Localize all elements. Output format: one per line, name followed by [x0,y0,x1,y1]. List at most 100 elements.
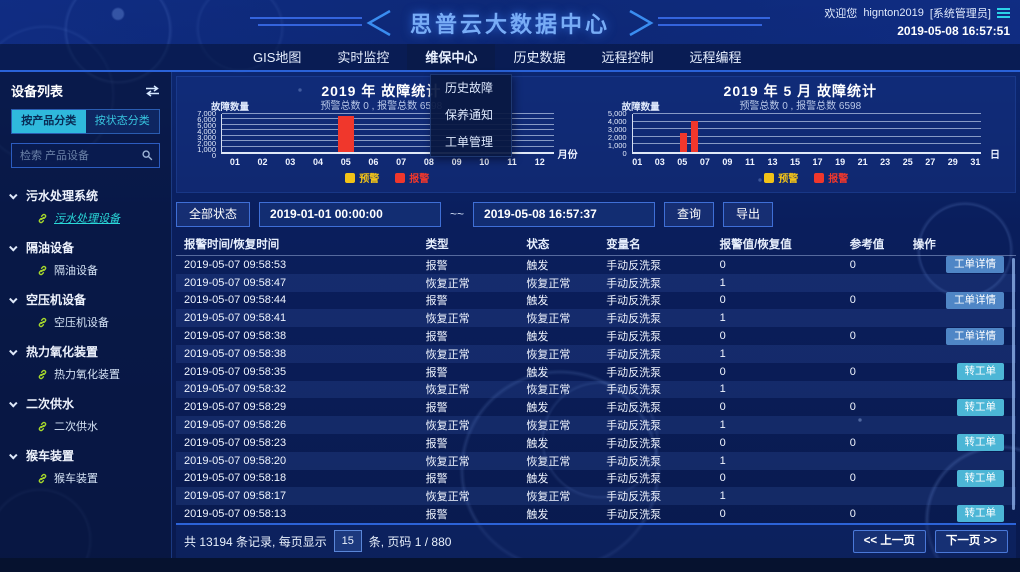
page-size-box[interactable]: 15 [333,530,362,553]
work-order-detail-button[interactable]: 工单详情 [946,256,1004,274]
action-cell: 转工单 [907,434,1016,452]
query-button[interactable]: 查询 [664,201,715,227]
variable-cell: 手动反洗泵 [606,384,662,397]
tree-group-header-monkey-car[interactable]: 猴车装置 [9,444,160,467]
tree-item-sewage-treatment-system[interactable]: 污水处理设备 [37,210,160,226]
nav-item-remote-control[interactable]: 远程控制 [601,50,654,65]
device-tree: 污水处理系统 污水处理设备 隔油设备 隔油设备 空压机设备 空压机设备 热力氧化装置 热力氧化… [9,184,160,486]
bottom-strip [0,558,1020,572]
tree-group-label: 污水处理系统 [26,189,99,203]
status-filter-select[interactable]: 全部状态 [176,201,251,227]
value-cell: 0 [719,436,726,449]
device-search-input[interactable] [11,143,160,168]
action-cell: 工单详情 [907,256,1016,274]
table-scrollbar[interactable] [1012,257,1015,510]
nav-item-historical-data[interactable]: 历史数据 [513,50,566,65]
type-cell: 报警 [425,295,448,308]
nav-item-realtime-monitoring[interactable]: 实时监控 [337,50,390,65]
alarm-time-cell: 2019-05-07 09:58:29 [184,401,287,414]
transfer-work-order-button[interactable]: 转工单 [956,505,1004,523]
transfer-work-order-button[interactable]: 转工单 [956,363,1004,381]
work-order-detail-button[interactable]: 工单详情 [946,291,1004,309]
sidebar-title: 设备列表 [11,84,64,99]
tree-group-label: 隔油设备 [26,241,75,255]
prev-page-button[interactable]: << 上一页 [852,529,926,553]
tree-item-monkey-car[interactable]: 猴车装置 [37,470,160,486]
value-cell: 0 [719,294,726,307]
header-decoration-right [629,10,771,36]
reference-cell: 0 [849,330,856,343]
status-cell: 触发 [526,331,549,344]
variable-cell: 手动反洗泵 [606,473,662,486]
status-cell: 恢复正常 [526,277,571,290]
nav-item-remote-programming[interactable]: 远程编程 [689,50,742,65]
status-cell: 触发 [526,259,549,272]
chart-x-axis-label: 月份 [557,150,578,161]
tree-group-header-air-compressor[interactable]: 空压机设备 [9,288,160,311]
tree-item-secondary-water-supply[interactable]: 二次供水 [37,418,160,434]
value-cell: 1 [719,276,726,289]
column-header: 报警时间/恢复时间 [184,239,280,252]
value-cell: 0 [719,365,726,378]
table-row: 2019-05-07 09:58:35 报警 触发 手动反洗泵 0 0 转工单 [176,363,1016,381]
next-page-button[interactable]: 下一页 >> [934,529,1008,553]
chart-y-axis-label: 故障数量 [211,102,250,113]
tree-item-oil-separator[interactable]: 隔油设备 [37,262,160,278]
action-cell: 工单详情 [907,291,1016,309]
status-cell: 触发 [526,437,549,450]
transfer-work-order-button[interactable]: 转工单 [956,398,1004,416]
swap-icon[interactable] [145,84,160,97]
work-order-detail-button[interactable]: 工单详情 [946,327,1004,345]
type-cell: 报警 [425,473,448,486]
table-row: 2019-05-07 09:58:23 报警 触发 手动反洗泵 0 0 转工单 [176,434,1016,452]
tab-by-product[interactable]: 按产品分类 [12,110,86,133]
transfer-work-order-button[interactable]: 转工单 [956,469,1004,487]
end-date-input[interactable] [473,201,656,227]
summary-suffix: 条, 页码 1 / 880 [368,534,452,549]
chevron-down-icon [9,450,18,460]
type-cell: 恢复正常 [425,277,470,290]
alarm-table: 报警时间/恢复时间 类型 状态 变量名 报警值/恢复值 参考值 操作 2019-05-07 … [176,234,1016,525]
table-row: 2019-05-07 09:58:53 报警 触发 手动反洗泵 0 0 工单详情 [176,256,1016,274]
column-header: 变量名 [606,239,641,252]
tab-by-status[interactable]: 按状态分类 [85,110,159,133]
type-cell: 恢复正常 [425,455,470,468]
type-cell: 报警 [425,331,448,344]
column-header: 参考值 [849,239,885,252]
chart-x-axis-label: 日 [989,150,1000,161]
tree-group-header-thermal-oxidizer[interactable]: 热力氧化装置 [9,340,160,363]
status-cell: 恢复正常 [526,491,571,504]
nav-item-gis-map[interactable]: GIS地图 [253,50,302,65]
tree-group-header-sewage-treatment-system[interactable]: 污水处理系统 [9,184,160,207]
export-button[interactable]: 导出 [723,201,774,227]
dropdown-item-maintenance-notice[interactable]: 保养通知 [445,108,494,122]
welcome-label: 欢迎您 [824,8,858,20]
chart-legend: 预警 报警 [221,170,554,185]
tree-group-header-secondary-water-supply[interactable]: 二次供水 [9,392,160,415]
variable-cell: 手动反洗泵 [606,259,662,272]
value-cell: 1 [719,419,726,431]
tree-item-thermal-oxidizer[interactable]: 热力氧化装置 [37,366,160,382]
table-row: 2019-05-07 09:58:13 报警 触发 手动反洗泵 0 0 转工单 [176,505,1016,523]
chart-title: 2019 年 5 月 故障统计 [723,83,878,99]
dropdown-item-work-order-management[interactable]: 工单管理 [445,135,494,149]
chart-subtitle: 预警总数 0 , 报警总数 6598 [739,101,862,112]
value-cell: 0 [719,507,726,520]
chart-plot [221,113,554,154]
tree-group-air-compressor: 空压机设备 空压机设备 [9,288,160,330]
chart-plot [631,113,981,154]
alarm-time-cell: 2019-05-07 09:58:38 [184,330,287,343]
nav-item-maintenance-center[interactable]: 维保中心 [407,44,496,70]
chart-y-axis: 7,000 6,000 5,000 4,000 3,000 2,000 1,000 0 [197,109,216,160]
legend-item-预警: 预警 [764,170,798,185]
status-cell: 恢复正常 [526,313,571,326]
start-date-input[interactable] [259,201,442,227]
menu-icon[interactable] [997,8,1010,18]
transfer-work-order-button[interactable]: 转工单 [956,434,1004,452]
tree-item-air-compressor[interactable]: 空压机设备 [37,314,160,330]
tree-group-header-oil-separator[interactable]: 隔油设备 [9,236,160,259]
variable-cell: 手动反洗泵 [606,402,662,415]
dropdown-item-historical-faults[interactable]: 历史故障 [445,81,494,95]
